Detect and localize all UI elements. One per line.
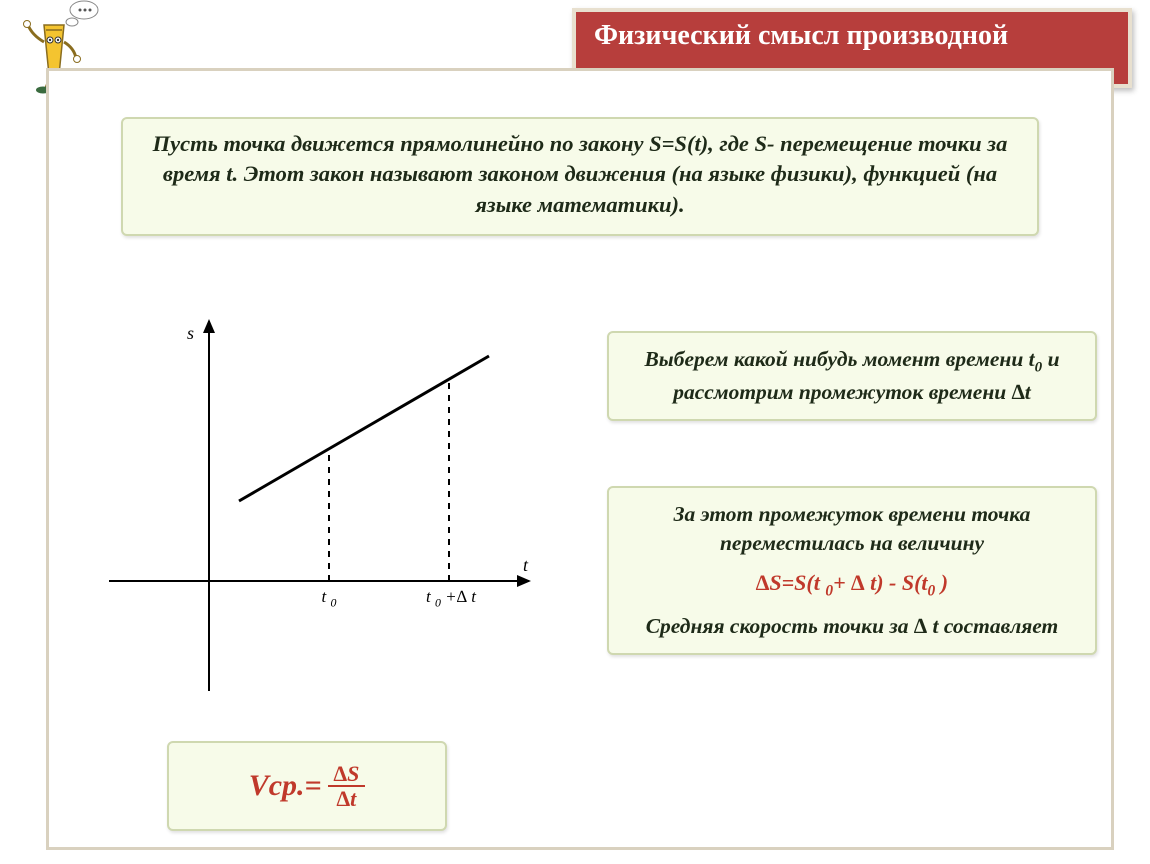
average-speed-intro: Средняя скорость точки за ∆ t составляет <box>627 612 1077 641</box>
displacement-box: За этот промежуток времени точка перемес… <box>607 486 1097 655</box>
displacement-intro: За этот промежуток времени точка перемес… <box>627 500 1077 558</box>
main-frame: Пусть точка движется прямолинейно по зак… <box>46 68 1114 850</box>
average-velocity-formula-box: Vcp.= ∆S ∆t <box>167 741 447 831</box>
slide-title: Физический смысл производной <box>594 20 1008 51</box>
moment-selection-box: Выберем какой нибудь момент времени t0 и… <box>607 331 1097 421</box>
svg-text:s: s <box>187 323 194 343</box>
motion-chart: stt 0t 0 +∆ t <box>99 301 579 701</box>
moment-selection-text: Выберем какой нибудь момент времени t0 и… <box>644 347 1059 404</box>
formula-denominator: ∆t <box>331 787 363 810</box>
average-velocity-formula: Vcp.= ∆S ∆t <box>249 762 366 810</box>
svg-text:t: t <box>523 555 529 575</box>
formula-lhs: Vcp.= <box>249 769 322 803</box>
delta-s-formula: ∆S=S(t 0+ ∆ t) - S(t0 ) <box>627 568 1077 602</box>
intro-text: Пусть точка движется прямолинейно по зак… <box>153 131 1008 217</box>
intro-text-box: Пусть точка движется прямолинейно по зак… <box>121 117 1039 236</box>
formula-numerator: ∆S <box>328 762 366 787</box>
